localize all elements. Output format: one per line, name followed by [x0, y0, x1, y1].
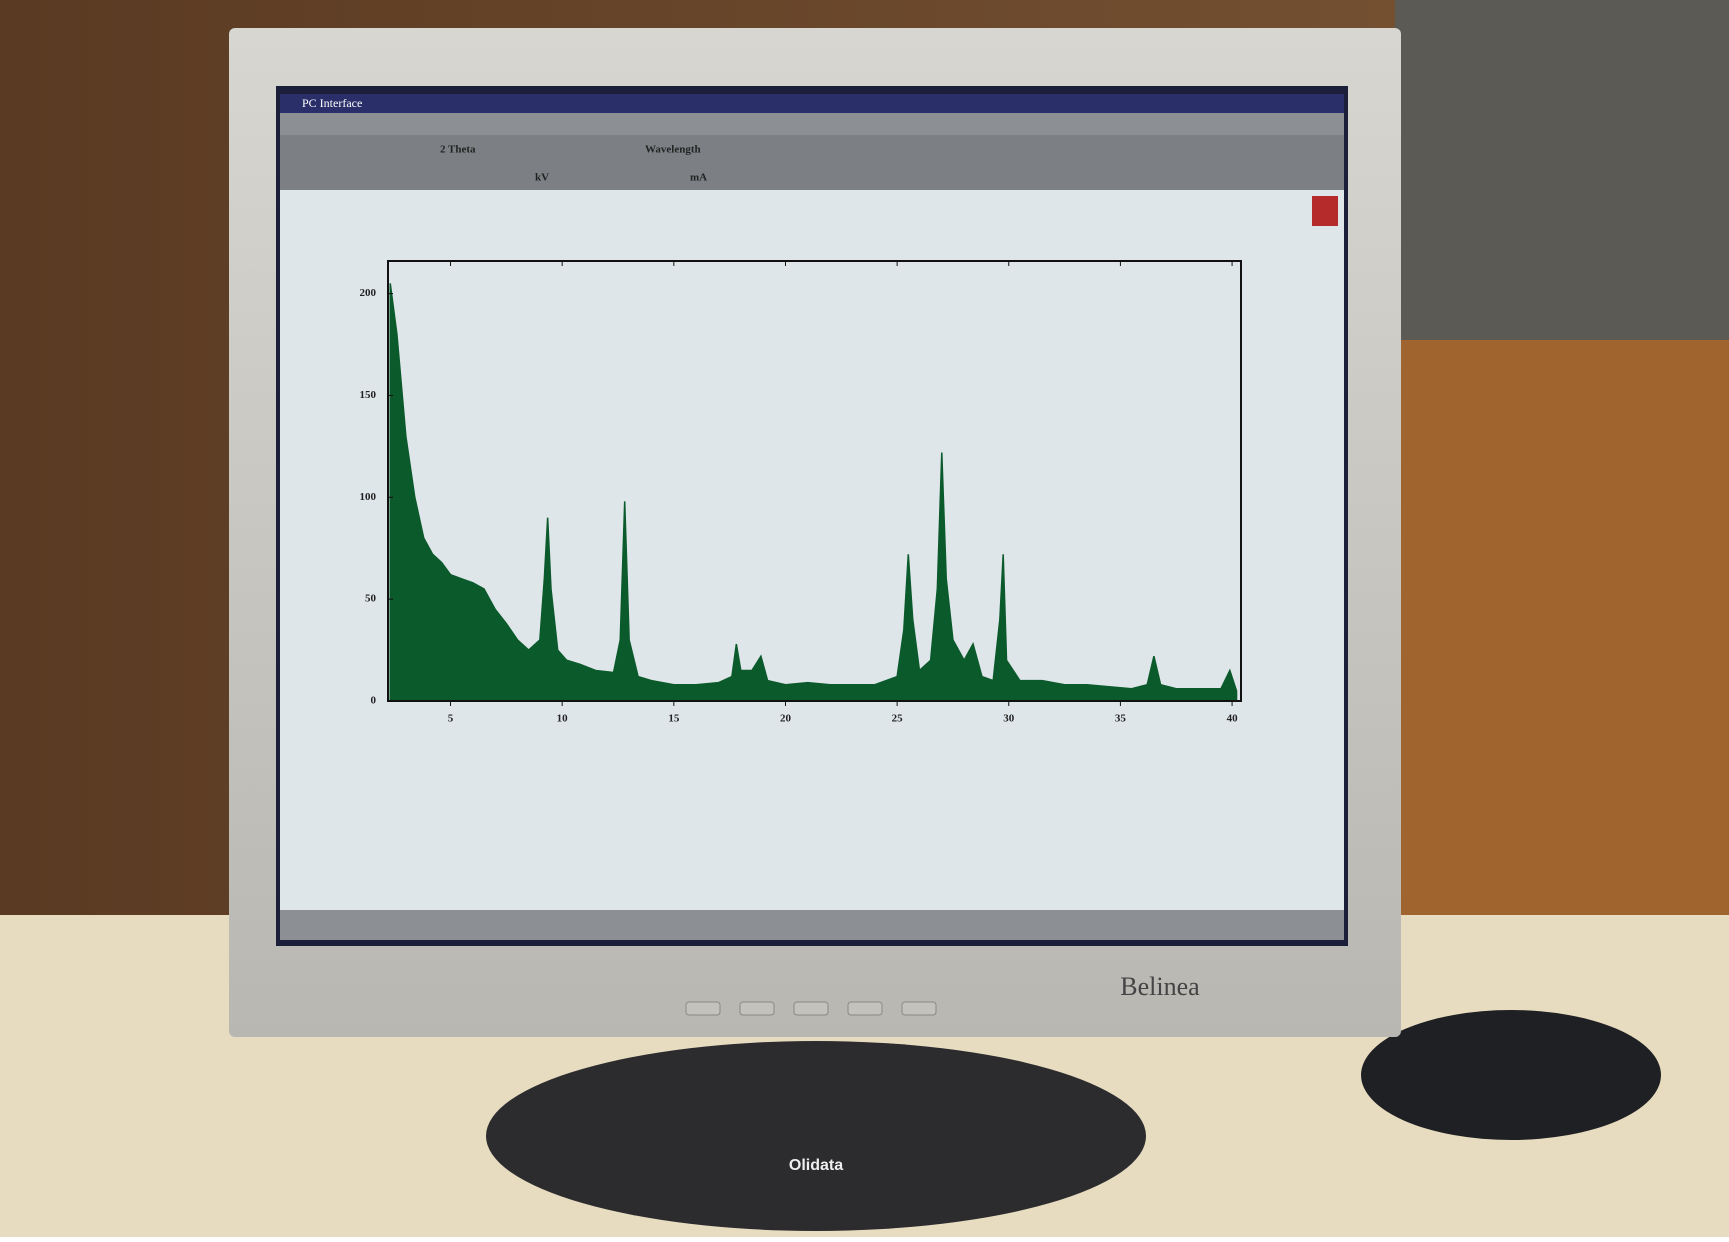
- app-logo: [1312, 196, 1338, 226]
- status-bar: [280, 910, 1344, 940]
- title-bar: [280, 94, 1344, 113]
- x-tick-label: 10: [557, 713, 569, 725]
- y-tick-label: 150: [360, 389, 377, 401]
- y-tick-label: 50: [365, 593, 377, 605]
- x-tick-label: 25: [892, 713, 904, 725]
- y-tick-label: 0: [371, 695, 377, 707]
- brand: Belinea: [1120, 972, 1200, 1001]
- x-tick-label: 5: [448, 713, 454, 725]
- window-title: PC Interface: [302, 96, 362, 110]
- mouse: [1361, 1010, 1661, 1140]
- field-label: kV: [535, 172, 549, 184]
- x-tick-label: 20: [780, 713, 792, 725]
- plot-frame: [387, 260, 1242, 702]
- plot: 0 50 100 150 200 5 10 15 20 25 30 35 40: [360, 260, 1242, 725]
- area: [389, 283, 1238, 702]
- field-label: 2 Theta: [440, 144, 476, 156]
- shelf: [1395, 0, 1729, 340]
- plot-area: [388, 261, 1241, 701]
- toolbar: [280, 135, 1344, 190]
- stand: [486, 1041, 1146, 1231]
- cabinet: [1395, 340, 1729, 940]
- field-label: Wavelength: [645, 144, 701, 156]
- field-label: mA: [690, 172, 707, 184]
- monitor-buttons: [685, 1001, 937, 1016]
- stand-label: Olidata: [789, 1157, 843, 1174]
- menu-bar: [280, 113, 1344, 135]
- x-tick-label: 15: [668, 713, 680, 725]
- y-tick-label: 100: [360, 491, 377, 503]
- x-tick-label: 30: [1003, 713, 1015, 725]
- y-tick-label: 200: [360, 287, 377, 299]
- x-tick-label: 35: [1115, 713, 1127, 725]
- x-tick-label: 40: [1227, 713, 1239, 725]
